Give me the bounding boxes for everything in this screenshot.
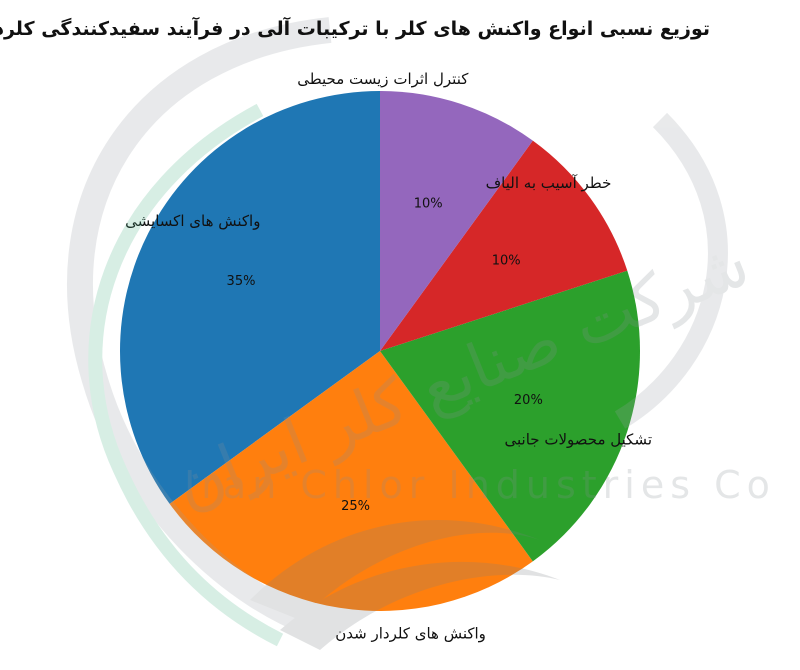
pie-slices: [119, 91, 641, 611]
category-label-0: واکنش های اکسایشی: [125, 212, 260, 230]
category-label-4: کنترل اثرات زیست محیطی: [297, 70, 469, 88]
pie-slice-0: [119, 91, 380, 504]
category-labels: واکنش های اکسایشی واکنش های کلردار شدن تشک…: [125, 70, 652, 642]
pct-label-0: 35%: [227, 274, 256, 289]
pie-slice-1: [169, 351, 533, 611]
category-label-2: تشکیل محصولات جانبی: [505, 430, 652, 448]
category-label-3: خطر آسیب به الیاف: [486, 174, 612, 192]
category-label-1: واکنش های کلردار شدن: [335, 624, 486, 642]
pie-slice-2: [380, 270, 641, 562]
percentage-labels: 35% 25% 20% 10% 10%: [227, 197, 543, 514]
pct-label-3: 10%: [492, 253, 521, 268]
chart-title: توزیع نسبی انواع واکنش های کلر با ترکیبا…: [0, 18, 710, 40]
pie-slice-4: [380, 91, 533, 351]
pct-label-1: 25%: [341, 499, 370, 514]
pie-slice-3: [380, 140, 628, 351]
pct-label-4: 10%: [414, 197, 443, 212]
pct-label-2: 20%: [514, 393, 543, 408]
